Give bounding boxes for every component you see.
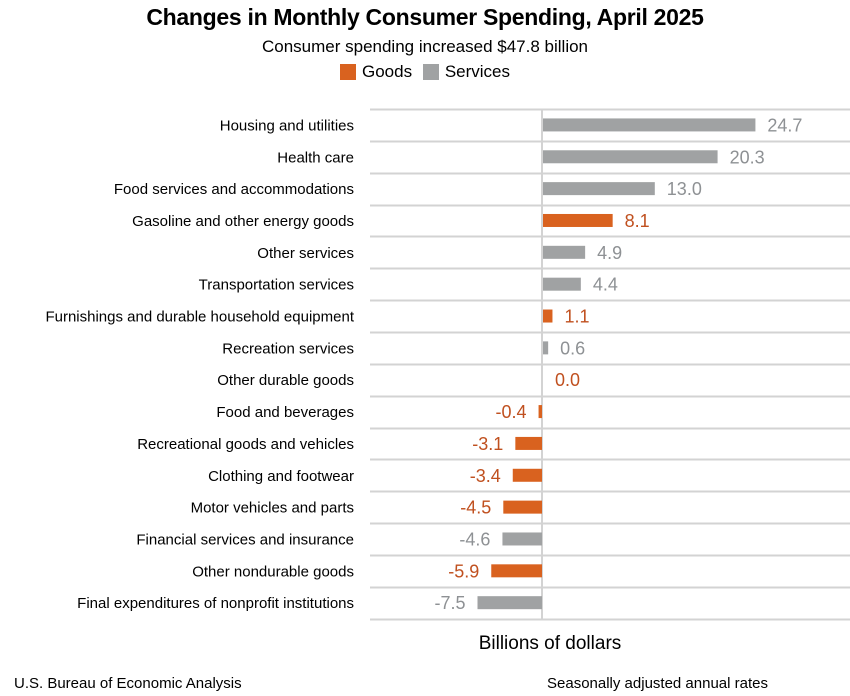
data-label: -3.1	[472, 434, 503, 454]
bar-goods	[491, 564, 542, 578]
legend-label-services: Services	[444, 62, 510, 81]
bar-services	[543, 118, 756, 132]
data-label: 20.3	[730, 147, 765, 167]
legend-swatch-services	[422, 64, 439, 80]
data-label: -4.5	[460, 498, 491, 518]
legend-label-goods: Goods	[361, 62, 413, 81]
category-label: Health care	[277, 149, 354, 166]
legend-item-services: Services	[422, 62, 510, 82]
bar-goods	[503, 500, 542, 514]
legend-swatch-goods	[339, 64, 356, 80]
bar-services	[543, 277, 581, 291]
bar-services	[543, 182, 655, 196]
x-axis-label: Billions of dollars	[478, 633, 622, 654]
bar-goods	[512, 468, 542, 482]
category-label: Financial services and insurance	[136, 531, 354, 548]
category-label: Housing and utilities	[220, 117, 354, 134]
category-label: Clothing and footwear	[208, 468, 354, 485]
category-label: Food services and accommodations	[114, 181, 354, 198]
bar-goods	[543, 213, 613, 227]
data-label: 0.0	[555, 370, 580, 390]
bar-goods	[538, 405, 542, 419]
data-label: 13.0	[667, 179, 702, 199]
data-label: -5.9	[448, 561, 479, 581]
category-label: Furnishings and durable household equipm…	[45, 309, 354, 326]
chart-title: Changes in Monthly Consumer Spending, Ap…	[146, 4, 704, 30]
bar-services	[543, 150, 718, 164]
bar-services	[502, 532, 542, 546]
chart-subtitle: Consumer spending increased $47.8 billio…	[261, 37, 589, 56]
category-label: Food and beverages	[216, 404, 354, 421]
source-note: U.S. Bureau of Economic Analysis	[14, 675, 242, 692]
category-label: Transportation services	[199, 277, 354, 294]
bar-services	[477, 596, 542, 610]
legend-item-goods: Goods	[339, 62, 413, 82]
legend: Goods Services	[0, 62, 850, 85]
rates-note: Seasonally adjusted annual rates	[547, 675, 768, 692]
bar-services	[543, 245, 586, 259]
category-label: Gasoline and other energy goods	[132, 213, 354, 230]
data-label: -4.6	[459, 529, 490, 549]
data-label: -0.4	[496, 402, 527, 422]
data-label: 1.1	[564, 307, 589, 327]
data-label: -3.4	[470, 466, 501, 486]
category-label: Motor vehicles and parts	[191, 500, 354, 517]
bar-goods	[543, 309, 553, 323]
data-label: 8.1	[625, 211, 650, 231]
category-label: Recreation services	[222, 340, 354, 357]
data-label: -7.5	[434, 593, 465, 613]
data-label: 24.7	[767, 115, 802, 135]
data-label: 4.9	[597, 243, 622, 263]
category-label: Other services	[257, 245, 354, 262]
category-label: Other nondurable goods	[192, 563, 354, 580]
bar-services	[543, 341, 549, 355]
category-label: Final expenditures of nonprofit institut…	[77, 595, 354, 612]
category-label: Other durable goods	[217, 372, 354, 389]
data-label: 0.6	[560, 338, 585, 358]
category-label: Recreational goods and vehicles	[137, 436, 354, 453]
bar-goods	[515, 436, 542, 450]
data-label: 4.4	[593, 275, 618, 295]
